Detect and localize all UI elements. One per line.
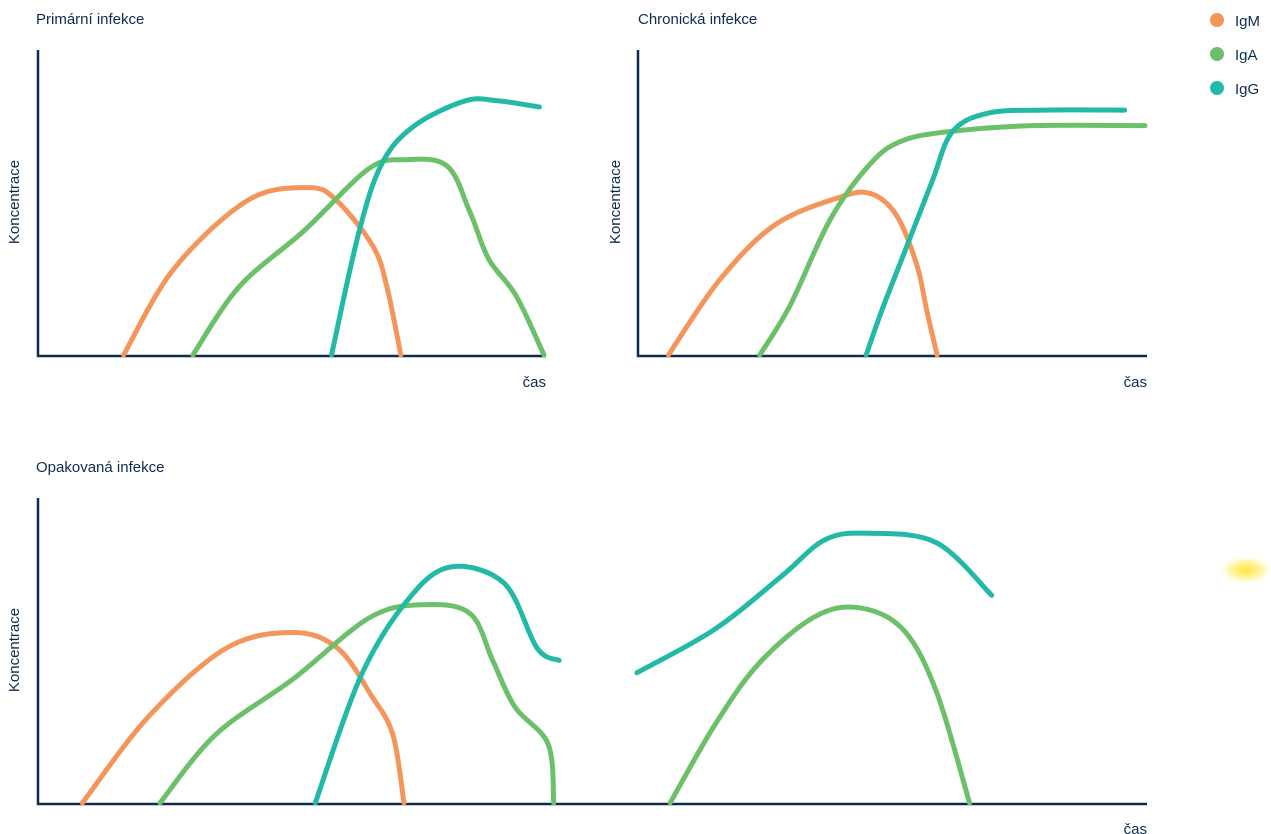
panel-primary-infection: Primární infekce Koncentrace čas: [6, 11, 547, 391]
series-line-iga: [667, 604, 973, 806]
x-axis-label: čas: [523, 374, 546, 391]
legend-item-igg: IgG: [1210, 81, 1259, 98]
series-line-igg: [329, 96, 542, 358]
panel-repeated-infection: Opakovaná infekce Koncentrace čas: [6, 459, 1147, 834]
legend-item-igm: IgM: [1210, 13, 1260, 30]
y-axis-label: Koncentrace: [607, 160, 624, 244]
panel-chronic-infection: Chronická infekce Koncentrace čas: [607, 11, 1148, 391]
series-group: [665, 107, 1148, 358]
series-line-igm: [79, 630, 407, 806]
series-line-iga: [190, 156, 547, 358]
axis-lines: [36, 50, 546, 358]
highlight-marker: [1220, 556, 1271, 584]
legend-marker-igm: [1210, 13, 1224, 27]
series-line-igg: [312, 563, 562, 806]
legend-label: IgM: [1235, 13, 1260, 30]
series-line-igm: [121, 185, 404, 358]
series-line-iga: [157, 601, 557, 806]
legend: IgM IgA IgG: [1210, 13, 1260, 98]
axis-lines: [636, 50, 1147, 358]
y-axis-label: Koncentrace: [6, 608, 23, 692]
series-group: [121, 96, 547, 358]
chart-title: Opakovaná infekce: [36, 459, 164, 476]
series-group: [79, 530, 995, 806]
series-line-igg: [863, 107, 1128, 358]
series-line-iga: [757, 122, 1148, 358]
axis-lines: [36, 498, 1147, 806]
x-axis-label: čas: [1124, 374, 1147, 391]
chart-title: Primární infekce: [36, 11, 144, 28]
legend-item-iga: IgA: [1210, 47, 1258, 64]
series-line-igm: [665, 189, 940, 358]
chart-title: Chronická infekce: [638, 11, 757, 28]
legend-marker-igg: [1210, 81, 1224, 95]
x-axis-label: čas: [1124, 821, 1147, 834]
y-axis-label: Koncentrace: [6, 160, 23, 244]
series-line-igg: [634, 530, 995, 676]
legend-marker-iga: [1210, 47, 1224, 61]
legend-label: IgA: [1235, 47, 1258, 64]
legend-label: IgG: [1235, 81, 1259, 98]
